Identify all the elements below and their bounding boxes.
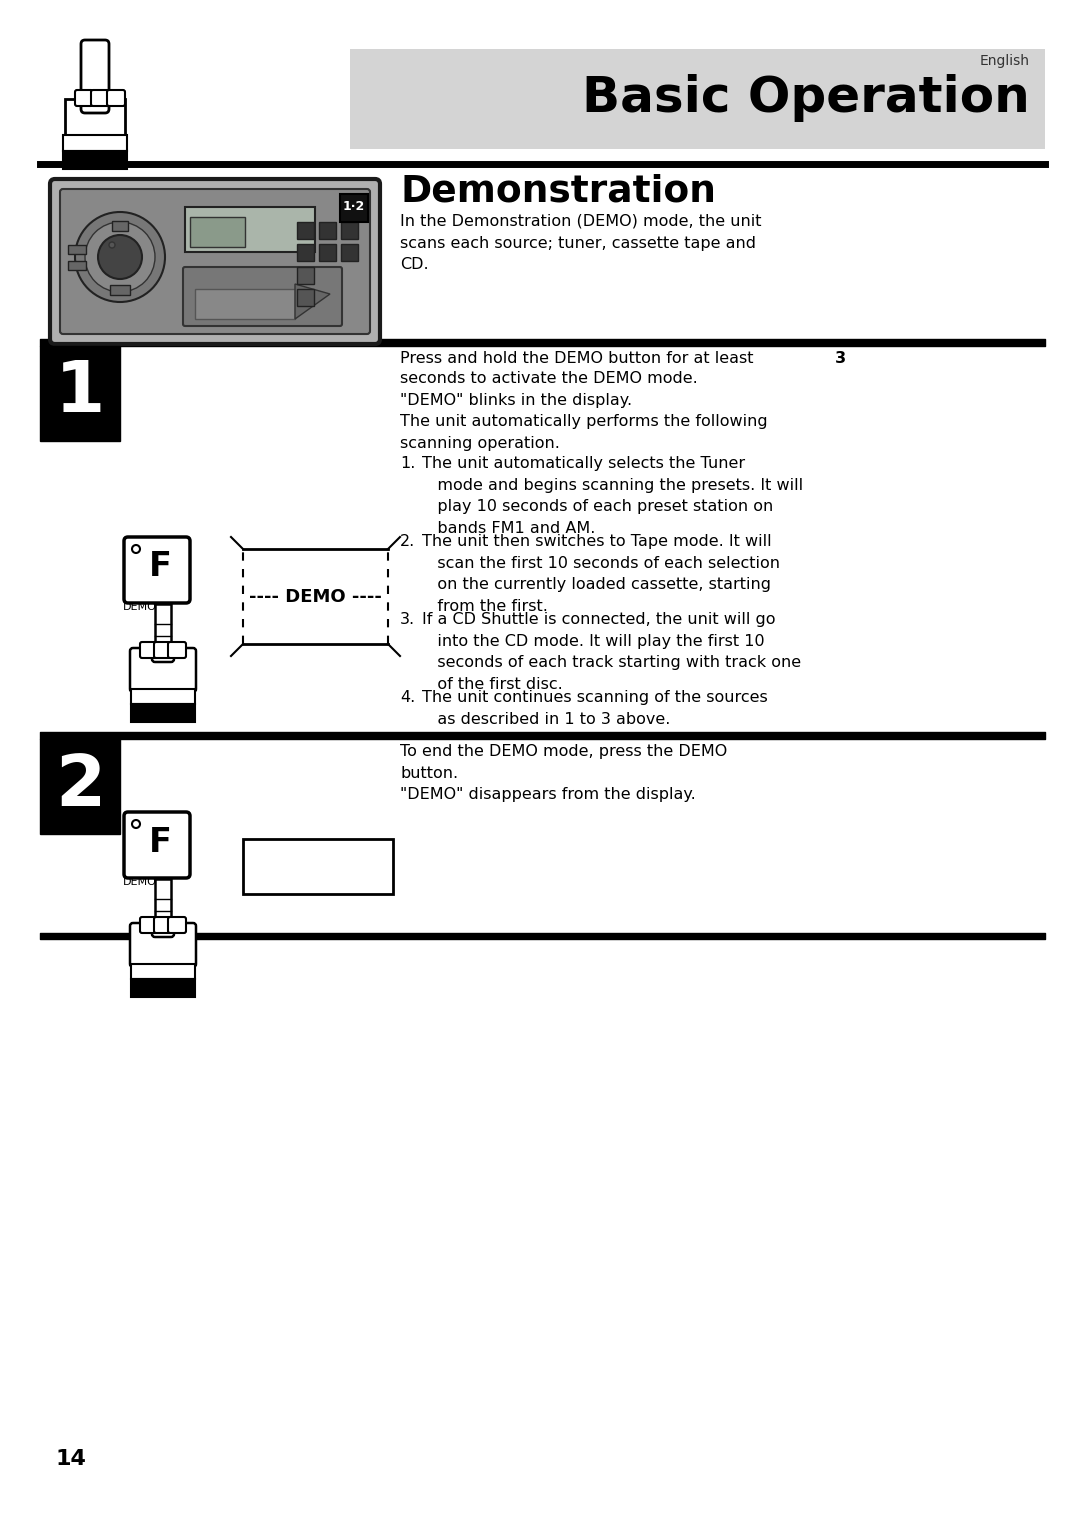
Text: seconds to activate the DEMO mode.
"DEMO" blinks in the display.
The unit automa: seconds to activate the DEMO mode. "DEMO… (400, 372, 768, 451)
Circle shape (109, 242, 114, 248)
FancyBboxPatch shape (154, 642, 172, 657)
FancyBboxPatch shape (50, 179, 380, 344)
FancyBboxPatch shape (107, 90, 125, 106)
FancyBboxPatch shape (140, 642, 158, 657)
FancyBboxPatch shape (152, 919, 174, 937)
Circle shape (85, 222, 156, 292)
FancyBboxPatch shape (81, 40, 109, 113)
Text: DEMO: DEMO (123, 602, 157, 612)
Bar (190, 217, 245, 248)
Bar (65, 99, 125, 139)
FancyBboxPatch shape (124, 537, 190, 602)
Bar (131, 963, 195, 979)
Bar (319, 222, 336, 239)
Bar (112, 222, 129, 231)
FancyBboxPatch shape (130, 648, 195, 693)
FancyBboxPatch shape (140, 917, 158, 933)
Bar (63, 151, 127, 170)
Bar (297, 268, 314, 284)
Text: 2.: 2. (400, 534, 415, 549)
Bar (341, 245, 357, 261)
Bar (195, 289, 295, 320)
Bar (156, 604, 171, 651)
Bar (68, 245, 86, 254)
Bar (297, 289, 314, 306)
Text: The unit continues scanning of the sources
   as described in 1 to 3 above.: The unit continues scanning of the sourc… (422, 690, 768, 726)
Text: F: F (149, 826, 172, 858)
Text: 4.: 4. (400, 690, 415, 705)
FancyBboxPatch shape (152, 644, 174, 662)
Bar (40, 739, 120, 833)
FancyBboxPatch shape (183, 268, 342, 326)
FancyBboxPatch shape (168, 917, 186, 933)
Bar (341, 222, 357, 239)
Text: The unit then switches to Tape mode. It will
   scan the first 10 seconds of eac: The unit then switches to Tape mode. It … (422, 534, 780, 613)
Bar (243, 839, 393, 894)
Bar (131, 979, 195, 997)
Text: F: F (149, 550, 172, 584)
FancyBboxPatch shape (60, 190, 370, 333)
Bar (110, 284, 130, 295)
Bar (40, 346, 120, 440)
Bar (63, 135, 127, 151)
Text: English: English (980, 54, 1030, 67)
Text: 1·2: 1·2 (342, 199, 365, 213)
Text: Press and hold the DEMO button for at least: Press and hold the DEMO button for at le… (400, 352, 758, 365)
Text: The unit automatically selects the Tuner
   mode and begins scanning the presets: The unit automatically selects the Tuner… (422, 456, 804, 535)
Text: DEMO: DEMO (123, 878, 157, 887)
FancyBboxPatch shape (168, 642, 186, 657)
Bar (131, 690, 195, 703)
FancyBboxPatch shape (91, 90, 109, 106)
Circle shape (75, 213, 165, 303)
Text: 1: 1 (55, 358, 105, 428)
Bar (350, 49, 1045, 148)
Text: 1.: 1. (400, 456, 416, 471)
Text: 3: 3 (835, 352, 846, 365)
Text: In the Demonstration (DEMO) mode, the unit
scans each source; tuner, cassette ta: In the Demonstration (DEMO) mode, the un… (400, 214, 761, 272)
FancyBboxPatch shape (75, 90, 93, 106)
FancyBboxPatch shape (124, 812, 190, 878)
Bar (297, 222, 314, 239)
Bar (68, 261, 86, 271)
FancyBboxPatch shape (154, 917, 172, 933)
Text: If a CD Shuttle is connected, the unit will go
   into the CD mode. It will play: If a CD Shuttle is connected, the unit w… (422, 612, 801, 691)
Bar (185, 206, 315, 252)
Text: Demonstration: Demonstration (400, 174, 716, 209)
Text: 2: 2 (55, 751, 105, 821)
Text: ---- DEMO ----: ---- DEMO ---- (249, 587, 382, 605)
Text: To end the DEMO mode, press the DEMO
button.
"DEMO" disappears from the display.: To end the DEMO mode, press the DEMO but… (400, 745, 727, 803)
Bar (319, 245, 336, 261)
Bar (156, 879, 171, 927)
Text: 3.: 3. (400, 612, 415, 627)
Circle shape (98, 235, 141, 278)
Text: Basic Operation: Basic Operation (582, 73, 1030, 122)
Bar (131, 703, 195, 722)
Text: 14: 14 (55, 1449, 86, 1469)
FancyBboxPatch shape (130, 924, 195, 966)
Bar (340, 194, 368, 222)
Bar (297, 245, 314, 261)
Polygon shape (295, 284, 330, 320)
